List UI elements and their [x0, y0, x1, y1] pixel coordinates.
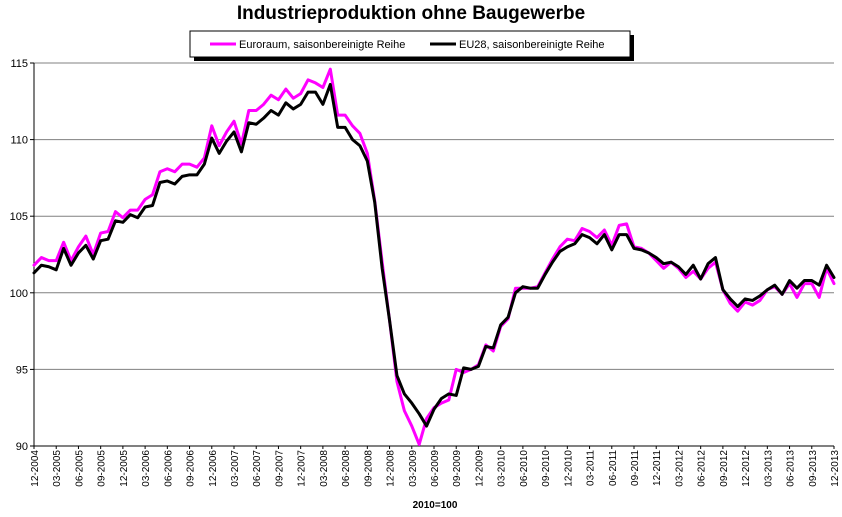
x-tick-label: 06-2006 [163, 450, 174, 487]
x-tick-label: 06-2012 [697, 450, 708, 487]
x-axis-label: 2010=100 [413, 500, 458, 511]
x-tick-label: 12-2010 [563, 450, 574, 487]
x-tick-label: 03-2013 [763, 450, 774, 487]
y-tick-label: 95 [16, 364, 28, 376]
x-tick-label: 12-2011 [652, 450, 663, 486]
x-tick-label: 06-2010 [519, 450, 530, 487]
x-tick-label: 06-2008 [341, 450, 352, 487]
x-tick-label: 09-2012 [719, 450, 730, 487]
y-tick-label: 105 [10, 211, 28, 223]
series-lines [32, 67, 836, 446]
y-tick-label: 100 [10, 288, 28, 300]
x-tick-label: 06-2007 [252, 450, 263, 487]
x-tick-label: 12-2006 [208, 450, 219, 487]
chart-title: Industrieproduktion ohne Baugewerbe [237, 3, 585, 24]
y-tick-label: 110 [10, 135, 28, 147]
x-tick-label: 09-2005 [97, 450, 108, 487]
series-line-eu28 [32, 82, 836, 428]
x-tick-label: 12-2008 [386, 450, 397, 487]
y-tick-label: 115 [10, 58, 28, 70]
y-tick-label: 90 [16, 441, 28, 453]
x-tick-label: 12-2007 [297, 450, 308, 487]
x-tick-label: 03-2006 [141, 450, 152, 487]
x-tick-label: 03-2005 [52, 450, 63, 487]
x-tick-label: 09-2009 [452, 450, 463, 487]
x-tick-label: 12-2009 [474, 450, 485, 487]
x-tick-label: 03-2010 [497, 450, 508, 487]
x-tick-label: 03-2007 [230, 450, 241, 487]
legend-label-eu28: EU28, saisonbereinigte Reihe [459, 39, 605, 51]
gridlines [34, 62, 834, 370]
x-tick-label: 06-2013 [786, 450, 797, 487]
x-tick-label: 09-2013 [808, 450, 819, 487]
legend-box [189, 30, 631, 58]
x-tick-label: 12-2012 [741, 450, 752, 487]
x-tick-label: 09-2010 [541, 450, 552, 487]
axes: 90 95 100 105 110 115 12-2004 03-2005 06-2005 09-… [10, 58, 841, 487]
legend-label-euroraum: Euroraum, saisonbereinigte Reihe [239, 39, 405, 51]
x-tick-label: 03-2011 [586, 450, 597, 486]
x-tick-label: 03-2012 [674, 450, 685, 487]
x-tick-label: 12-2005 [119, 450, 130, 487]
x-tick-label: 09-2008 [363, 450, 374, 487]
x-tick-label: 06-2005 [74, 450, 85, 487]
x-tick-label: 09-2006 [186, 450, 197, 487]
x-tick-label: 12-2013 [830, 450, 841, 487]
x-tick-label: 12-2004 [30, 450, 41, 487]
x-tick-label: 06-2011 [608, 450, 619, 486]
legend: Euroraum, saisonbereinigte Reihe EU28, s… [189, 30, 634, 61]
x-tick-label: 03-2009 [408, 450, 419, 487]
x-tick-label: 09-2011 [630, 450, 641, 486]
x-tick-label: 06-2009 [430, 450, 441, 487]
x-tick-label: 03-2008 [319, 450, 330, 487]
x-tick-label: 09-2007 [274, 450, 285, 487]
